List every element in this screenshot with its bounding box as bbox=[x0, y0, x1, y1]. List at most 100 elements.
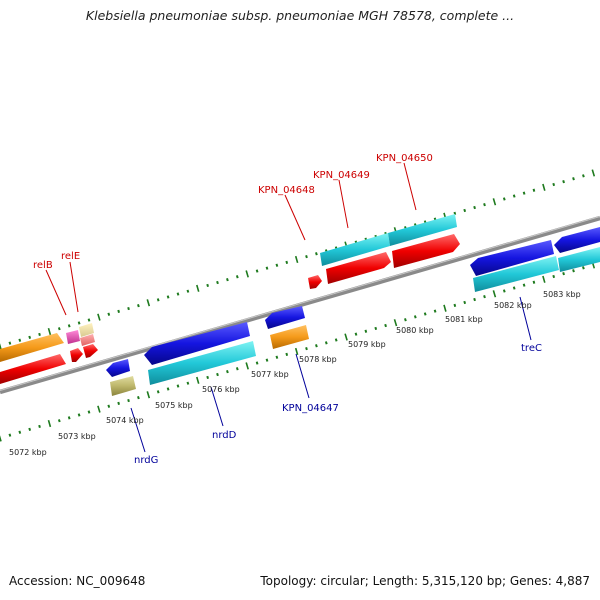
gene-KPN_04647-body[interactable] bbox=[265, 306, 305, 329]
minor-tick bbox=[305, 255, 308, 259]
minor-tick bbox=[235, 367, 239, 371]
label-KPN_04648[interactable]: KPN_04648 bbox=[258, 185, 315, 196]
leader-lines bbox=[45, 162, 532, 453]
ruler-label: 5083 kbp bbox=[543, 290, 581, 299]
major-tick bbox=[542, 275, 546, 283]
major-tick bbox=[492, 198, 497, 206]
minor-tick bbox=[38, 332, 41, 337]
gene-red-forward[interactable] bbox=[0, 354, 66, 384]
gene-nrdG-body[interactable] bbox=[106, 359, 130, 377]
minor-tick bbox=[315, 344, 318, 348]
minor-tick bbox=[522, 191, 526, 195]
minor-tick bbox=[473, 205, 476, 210]
minor-tick bbox=[216, 372, 219, 377]
major-tick bbox=[146, 391, 151, 399]
minor-tick bbox=[384, 323, 387, 328]
major-tick bbox=[443, 304, 447, 312]
leader-nrdD bbox=[210, 386, 224, 427]
minor-tick bbox=[127, 306, 130, 311]
minor-tick bbox=[156, 390, 160, 394]
minor-tick bbox=[463, 300, 467, 305]
minor-tick bbox=[572, 269, 575, 273]
label-relB[interactable]: relB bbox=[33, 260, 53, 271]
major-tick bbox=[591, 169, 596, 177]
minor-tick bbox=[315, 252, 318, 256]
gene-khaki-small[interactable] bbox=[110, 376, 136, 396]
minor-tick bbox=[512, 286, 516, 290]
major-tick bbox=[196, 284, 200, 292]
gene-red-small-1[interactable] bbox=[70, 348, 83, 362]
leader-KPN_04647 bbox=[295, 353, 310, 399]
gene-cyan-right[interactable] bbox=[558, 247, 600, 272]
minor-tick bbox=[28, 335, 32, 339]
minor-tick bbox=[38, 424, 41, 429]
label-treC[interactable]: treC bbox=[521, 343, 542, 354]
minor-tick bbox=[87, 410, 91, 414]
gene-nrdD-body[interactable] bbox=[144, 322, 250, 365]
minor-tick bbox=[18, 430, 22, 434]
ruler-label: 5077 kbp bbox=[251, 370, 289, 379]
gene-KPN_04650-body[interactable] bbox=[388, 214, 457, 246]
major-tick bbox=[47, 419, 52, 428]
major-tick bbox=[344, 333, 348, 341]
minor-tick bbox=[364, 329, 368, 333]
gene-orange-reverse[interactable] bbox=[270, 325, 309, 349]
gene-orange-forward[interactable] bbox=[0, 333, 64, 362]
ruler-label: 5076 kbp bbox=[202, 385, 240, 394]
gene-pink-small[interactable] bbox=[66, 330, 80, 344]
minor-tick bbox=[127, 398, 130, 403]
major-tick bbox=[492, 290, 497, 298]
minor-tick bbox=[285, 352, 289, 356]
minor-tick bbox=[87, 318, 91, 322]
gene-cyan-reverse[interactable] bbox=[148, 341, 256, 385]
gene-red-forward-2[interactable] bbox=[392, 234, 460, 268]
minor-tick bbox=[512, 194, 516, 198]
gene-blue-right[interactable] bbox=[554, 227, 600, 253]
leader-relE bbox=[69, 261, 79, 313]
minor-tick bbox=[413, 315, 417, 319]
minor-tick bbox=[275, 263, 279, 267]
minor-tick bbox=[8, 341, 12, 345]
minor-tick bbox=[176, 384, 180, 388]
minor-tick bbox=[186, 381, 190, 385]
minor-tick bbox=[532, 280, 536, 284]
ruler-labels: 5072 kbp 5073 kbp 5074 kbp 5075 kbp 5076… bbox=[9, 290, 581, 457]
leader-KPN_04648 bbox=[284, 194, 306, 241]
minor-tick bbox=[532, 188, 536, 192]
gene-treC-body[interactable] bbox=[470, 240, 554, 276]
minor-tick bbox=[137, 396, 140, 400]
label-KPN_04649[interactable]: KPN_04649 bbox=[313, 170, 370, 181]
minor-tick bbox=[572, 177, 575, 181]
label-nrdD[interactable]: nrdD bbox=[212, 430, 237, 441]
major-tick bbox=[97, 313, 101, 321]
minor-tick bbox=[522, 283, 526, 287]
gene-KPN_04649-body[interactable] bbox=[320, 233, 390, 266]
minor-tick bbox=[463, 208, 467, 213]
gene-lightred-small[interactable] bbox=[80, 334, 95, 346]
leader-KPN_04649 bbox=[338, 179, 349, 229]
label-nrdG[interactable]: nrdG bbox=[134, 455, 158, 466]
label-KPN_04650[interactable]: KPN_04650 bbox=[376, 153, 433, 164]
leader-relB bbox=[45, 269, 67, 316]
minor-tick bbox=[473, 297, 476, 302]
minor-tick bbox=[226, 278, 229, 282]
minor-tick bbox=[552, 274, 556, 279]
major-tick bbox=[294, 255, 299, 264]
minor-tick bbox=[166, 387, 170, 391]
label-KPN_04647[interactable]: KPN_04647 bbox=[282, 403, 339, 414]
ruler-label: 5074 kbp bbox=[106, 416, 144, 425]
gene-red-tiny[interactable] bbox=[308, 275, 322, 289]
minor-tick bbox=[156, 298, 160, 302]
major-tick bbox=[196, 376, 200, 384]
major-tick bbox=[294, 347, 299, 356]
gene-KPN_04648-body[interactable] bbox=[326, 252, 391, 284]
gene-beige-small[interactable] bbox=[79, 323, 94, 337]
ruler-label: 5081 kbp bbox=[445, 315, 483, 324]
label-relE[interactable]: relE bbox=[61, 251, 80, 262]
minor-tick bbox=[502, 197, 506, 201]
gene-cyan-treC[interactable] bbox=[473, 256, 559, 292]
minor-tick bbox=[77, 321, 81, 325]
minor-tick bbox=[483, 295, 486, 299]
gene-red-small-2[interactable] bbox=[83, 344, 98, 358]
